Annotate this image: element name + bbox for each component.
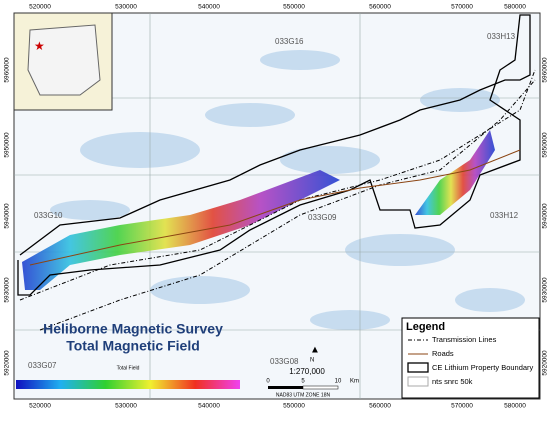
x-coord-label: 520000 (29, 403, 51, 410)
map-title: Heliborne Magnetic Survey (43, 321, 223, 337)
transmission-line (19, 69, 536, 301)
scale-bar (268, 386, 303, 389)
north-label: N (310, 358, 314, 364)
nts-label: 033H12 (490, 211, 519, 220)
nts-label: 033G07 (28, 361, 57, 370)
nts-label: 033H13 (487, 32, 516, 41)
y-coord-label: 5940000 (542, 203, 549, 229)
nts-label: 033G09 (308, 213, 337, 222)
magnetic-survey (22, 170, 340, 290)
north-arrow: ▲ (310, 345, 320, 356)
property-boundary (17, 14, 531, 296)
scale-unit: Km (350, 379, 359, 385)
legend-title: Legend (406, 321, 445, 333)
scale-ratio: 1:270,000 (289, 367, 325, 376)
x-coord-label: 550000 (283, 4, 305, 11)
nts-label: 033G16 (275, 37, 304, 46)
legend-symbol (407, 362, 429, 373)
y-coord-label: 5960000 (542, 57, 549, 83)
x-coord-label: 570000 (451, 4, 473, 11)
x-coord-label: 580000 (504, 4, 526, 11)
y-coord-label: 5960000 (4, 57, 11, 83)
inset-star: ★ (34, 39, 45, 53)
y-coord-label: 5930000 (4, 277, 11, 303)
y-coord-label: 5930000 (542, 277, 549, 303)
x-coord-label: 580000 (504, 403, 526, 410)
nts-label: 033G10 (34, 211, 63, 220)
y-coord-label: 5950000 (4, 132, 11, 158)
y-coord-label: 5940000 (4, 203, 11, 229)
x-coord-label: 540000 (198, 403, 220, 410)
colorbar (16, 380, 240, 389)
scale-bar (302, 385, 339, 390)
colorbar-title: Total Field (117, 365, 140, 371)
legend-label: Roads (432, 349, 454, 358)
road (29, 149, 521, 266)
y-coord-label: 5920000 (542, 350, 549, 376)
x-coord-label: 570000 (451, 403, 473, 410)
x-coord-label: 560000 (369, 4, 391, 11)
legend (401, 317, 540, 399)
scale-datum: NAD83 UTM ZONE 18N (276, 392, 331, 398)
scale-tick: 5 (301, 379, 305, 385)
x-coord-label: 520000 (29, 4, 51, 11)
legend-symbol (407, 376, 429, 387)
legend-label: Transmission Lines (432, 335, 497, 344)
x-coord-label: 530000 (115, 4, 137, 11)
x-coord-label: 560000 (369, 403, 391, 410)
nts-label: 033G08 (270, 357, 299, 366)
x-coord-label: 550000 (283, 403, 305, 410)
x-coord-label: 530000 (115, 403, 137, 410)
map-title: Total Magnetic Field (66, 338, 200, 354)
legend-label: CE Lithium Property Boundary (432, 363, 534, 372)
legend-label: nts snrc 50k (432, 377, 473, 386)
y-coord-label: 5950000 (542, 132, 549, 158)
scale-tick: 10 (335, 379, 342, 385)
lakes (50, 50, 525, 330)
inset-province (27, 24, 101, 96)
scale-tick: 0 (266, 379, 270, 385)
x-coord-label: 540000 (198, 4, 220, 11)
y-coord-label: 5920000 (4, 350, 11, 376)
